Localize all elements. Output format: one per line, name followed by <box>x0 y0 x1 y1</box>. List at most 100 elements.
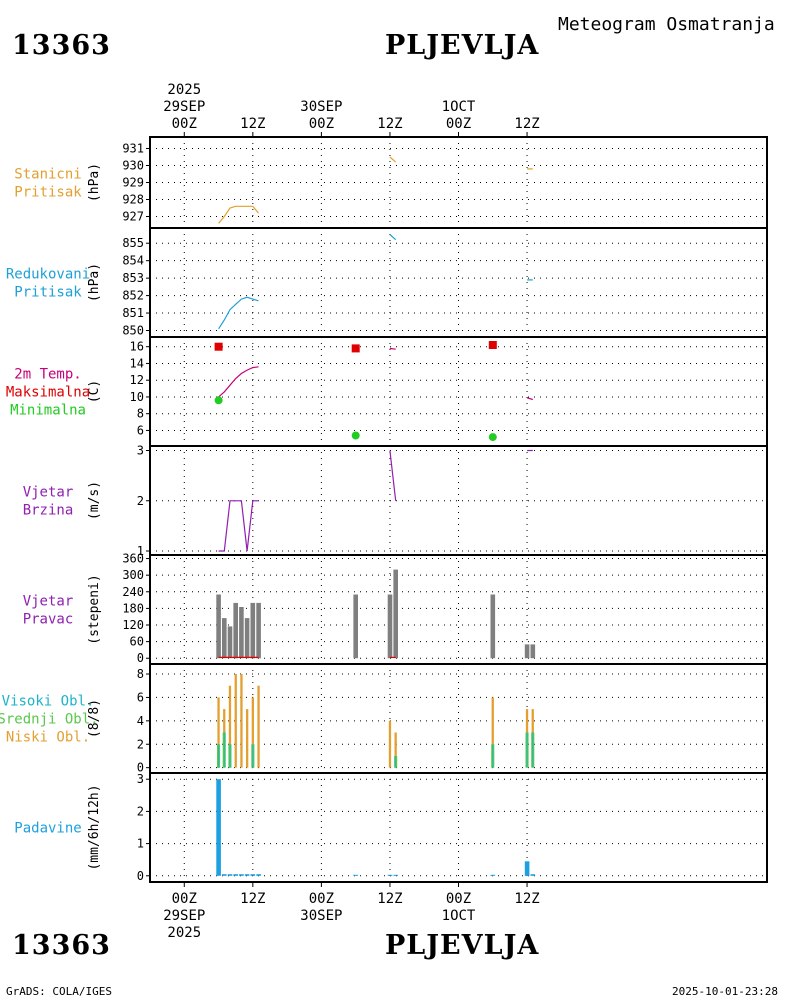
bottom-date-label-2: 30SEP <box>300 908 342 924</box>
bar-precipitation-0-5 <box>244 874 250 876</box>
ytick-label-wind-direction-2: 120 <box>122 618 144 632</box>
footer-station-name: PLJEVLJA <box>385 930 540 961</box>
bar-wind-direction-0-5 <box>244 618 250 659</box>
ytick-label-temperature-0: 6 <box>137 423 144 437</box>
max-marker-temperature-1 <box>351 344 360 353</box>
bar-wind-direction-0-0 <box>216 594 221 659</box>
bar-precipitation-0-9 <box>387 874 393 876</box>
ytick-label-station-pressure-1: 928 <box>122 193 144 207</box>
ytick-label-station-pressure-2: 929 <box>122 176 144 190</box>
panel-title-wind-direction-0: Vjetar <box>23 594 74 610</box>
bar-clouds-2-3 <box>252 744 254 768</box>
bar-precipitation-0-7 <box>256 874 261 876</box>
bar-wind-direction-0-3 <box>233 602 238 659</box>
ytick-label-reduced-pressure-5: 855 <box>122 236 144 250</box>
bar-clouds-2-5 <box>492 744 494 768</box>
footer-credit: GrADS: COLA/IGES <box>6 985 112 998</box>
ytick-label-wind-direction-3: 180 <box>122 601 144 615</box>
bar-wind-direction-0-7 <box>256 602 261 659</box>
bar-wind-direction-0-1 <box>222 618 227 659</box>
series-group-temperature <box>218 347 533 401</box>
header-station-name: PLJEVLJA <box>385 30 540 61</box>
bar-wind-direction-0-13 <box>530 644 536 659</box>
panel-title-reduced-pressure-1: Pritisak <box>14 285 82 301</box>
ytick-label-temperature-5: 16 <box>130 340 144 354</box>
unit-label-wind-speed: (m/s) <box>87 481 102 520</box>
panel-title-wind-speed-0: Vjetar <box>23 485 74 501</box>
unit-label-station-pressure: (hPa) <box>87 163 102 202</box>
bar-clouds-0-4 <box>240 674 243 768</box>
ytick-label-clouds-0: 0 <box>137 761 144 775</box>
ytick-label-clouds-1: 2 <box>137 737 144 751</box>
top-time-tick-4: 00Z <box>446 116 471 132</box>
bar-precipitation-0-6 <box>250 874 256 876</box>
bar-clouds-2-7 <box>532 732 534 768</box>
ytick-label-reduced-pressure-1: 851 <box>122 306 144 320</box>
header-station-id: 13363 <box>12 30 111 61</box>
panel-title-wind-speed-1: Brzina <box>23 503 74 519</box>
panel-title-temperature-0: 2m Temp. <box>14 367 81 383</box>
bar-precipitation-0-11 <box>490 874 496 876</box>
bar-wind-direction-0-2 <box>227 626 233 659</box>
top-time-tick-5: 12Z <box>514 116 539 132</box>
bar-clouds-2-6 <box>526 732 528 768</box>
ytick-label-clouds-3: 6 <box>137 690 144 704</box>
bar-clouds-0-2 <box>228 685 232 768</box>
panel-title-clouds-1: Srednji Obl. <box>0 712 99 728</box>
bar-wind-direction-0-10 <box>393 569 398 659</box>
footer-station-id: 13363 <box>12 930 111 961</box>
top-date-label-0: 29SEP <box>163 99 205 115</box>
bar-wind-direction-0-8 <box>353 594 358 659</box>
ytick-label-precipitation-0: 0 <box>137 869 144 883</box>
bar-clouds-2-4 <box>395 756 397 768</box>
panel-wind-direction: 0 60 120 180 240 300 360 (stepeni) Vjetar Pravac <box>23 552 768 665</box>
bar-precipitation-0-13 <box>530 874 536 876</box>
top-year-label-0: 2025 <box>167 82 201 98</box>
ytick-label-precipitation-2: 2 <box>137 804 144 818</box>
series-line-station-pressure-0-1 <box>389 156 397 163</box>
bar-precipitation-0-4 <box>239 874 244 876</box>
chart-title: Meteogram Osmatranja <box>558 14 775 35</box>
ytick-label-station-pressure-4: 931 <box>122 142 144 156</box>
bar-wind-direction-0-4 <box>239 607 244 659</box>
bar-precipitation-0-0 <box>216 779 221 876</box>
bar-wind-direction-0-6 <box>250 602 256 659</box>
series-line-temperature-0-1 <box>389 347 396 350</box>
max-marker-temperature-0 <box>214 342 223 351</box>
ytick-label-wind-direction-4: 240 <box>122 585 144 599</box>
series-group-precipitation <box>216 779 536 876</box>
bar-clouds-0-7 <box>257 685 260 768</box>
ytick-label-temperature-3: 12 <box>130 373 144 387</box>
panel-title-precipitation-0: Padavine <box>14 821 81 837</box>
ytick-label-temperature-4: 14 <box>130 356 144 370</box>
ytick-label-wind-speed-2: 3 <box>137 444 144 458</box>
bottom-time-tick-4: 00Z <box>446 891 471 907</box>
bar-clouds-0-10 <box>491 697 494 768</box>
panel-title-reduced-pressure-0: Redukovani <box>6 267 90 283</box>
panel-title-clouds-2: Niski Obl. <box>6 730 90 746</box>
bar-clouds-2-0 <box>218 744 219 768</box>
panel-temperature: 6 8 10 12 14 16 (C) 2m Temp. Maksimalna Minimalna <box>6 336 768 447</box>
ytick-label-precipitation-3: 3 <box>137 772 144 786</box>
series-group-station-pressure <box>218 156 533 224</box>
bottom-date-label-0: 29SEP <box>163 908 205 924</box>
panel-title-temperature-1: Maksimalna <box>6 385 90 401</box>
bottom-date-label-4: 1OCT <box>442 908 476 924</box>
panel-title-station-pressure-1: Pritisak <box>14 185 82 201</box>
bar-wind-direction-0-12 <box>524 644 530 659</box>
bar-wind-direction-0-9 <box>387 594 393 659</box>
top-time-tick-2: 00Z <box>309 116 334 132</box>
bottom-time-tick-1: 12Z <box>240 891 265 907</box>
top-time-tick-0: 00Z <box>172 116 197 132</box>
bar-precipitation-0-3 <box>233 874 238 876</box>
series-line-station-pressure-0-0 <box>218 205 259 224</box>
series-group-reduced-pressure <box>218 234 533 330</box>
unit-label-wind-direction: (stepeni) <box>87 574 102 644</box>
ytick-label-temperature-2: 10 <box>130 390 144 404</box>
series-line-temperature-0-0 <box>218 366 259 398</box>
top-date-label-4: 1OCT <box>442 99 476 115</box>
ytick-label-clouds-2: 4 <box>137 714 144 728</box>
ytick-label-station-pressure-0: 927 <box>122 210 144 224</box>
bar-clouds-0-3 <box>234 674 237 768</box>
unit-label-temperature: (C) <box>87 380 102 403</box>
